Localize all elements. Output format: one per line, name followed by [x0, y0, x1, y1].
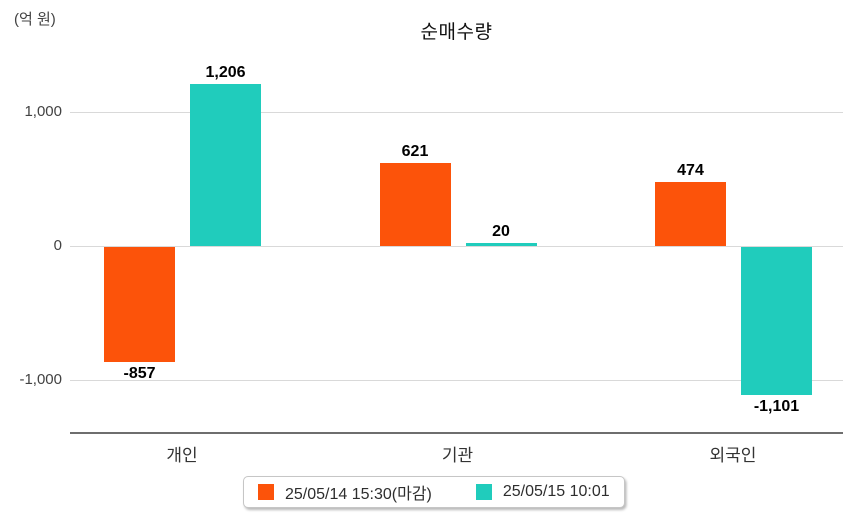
bar-외국인-series2[interactable] — [741, 247, 812, 395]
y-axis-tick-label: 1,000 — [24, 103, 62, 120]
bar-value-label: -857 — [123, 364, 156, 382]
bar-value-label: 621 — [401, 142, 429, 160]
x-axis-category-label-1: 개인 — [166, 446, 198, 465]
x-axis-line — [70, 432, 843, 434]
legend: 25/05/14 15:30(마감) 25/05/15 10:01 — [243, 476, 625, 508]
bar-value-label: 474 — [677, 162, 704, 180]
bar-value-label: -1,101 — [753, 397, 800, 415]
y-axis-unit-label: (억 원) — [14, 11, 56, 28]
y-axis-tick-label: -1,000 — [19, 371, 62, 388]
legend-item-series2[interactable]: 25/05/15 10:01 — [475, 483, 610, 501]
gridline-1000 — [70, 112, 843, 113]
y-axis-tick-label: 0 — [53, 237, 62, 254]
legend-item-series1[interactable]: 25/05/14 15:30(마감) — [258, 480, 432, 504]
x-axis-category-label-2: 기관 — [441, 446, 474, 465]
bar-value-label: 20 — [492, 223, 510, 241]
gridline--1000 — [70, 380, 843, 381]
bar-기관-series2[interactable] — [465, 243, 537, 246]
gridline-0 — [70, 246, 843, 247]
bar-value-label: 1,206 — [205, 64, 246, 82]
bar-개인-series1[interactable] — [104, 247, 175, 362]
bar-개인-series2[interactable] — [190, 84, 261, 246]
legend-label-series1: 25/05/14 15:30(마감) — [285, 486, 432, 503]
legend-swatch-teal — [475, 484, 492, 500]
bar-기관-series1[interactable] — [379, 162, 451, 246]
legend-label-series2: 25/05/15 10:01 — [502, 483, 610, 500]
x-axis-category-label-3: 외국인 — [709, 446, 757, 465]
chart-title: 순매수량 — [420, 22, 493, 43]
bar-외국인-series1[interactable] — [655, 182, 726, 246]
legend-swatch-orange — [258, 484, 274, 500]
